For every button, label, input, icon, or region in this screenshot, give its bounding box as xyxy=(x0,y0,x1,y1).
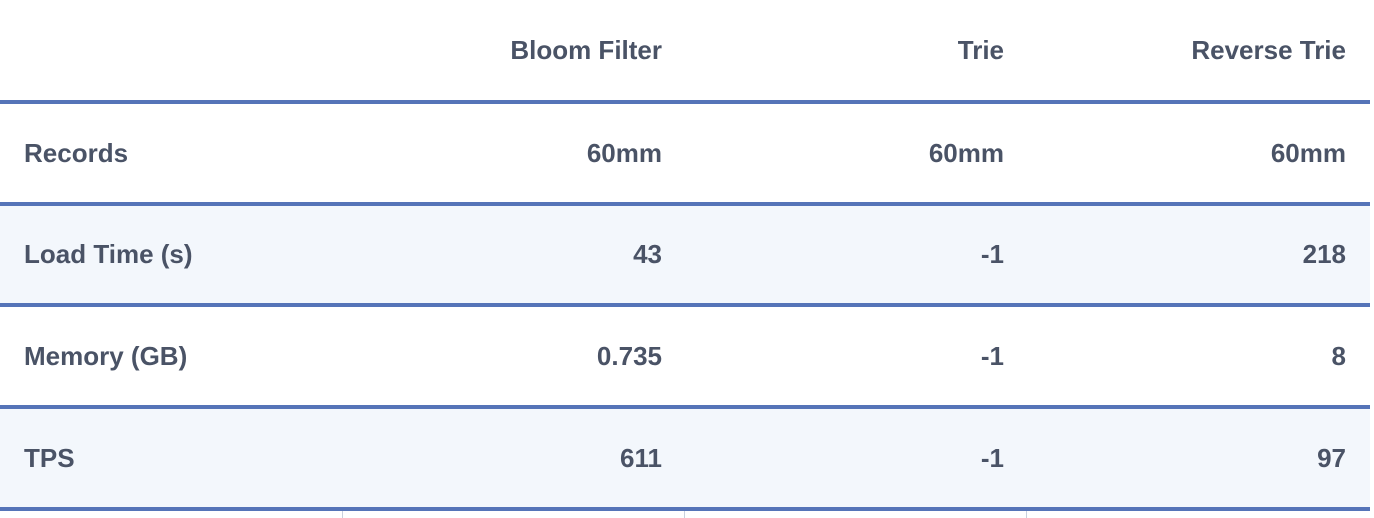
column-divider xyxy=(684,511,685,518)
table-row: Records 60mm 60mm 60mm xyxy=(0,104,1370,202)
row-divider xyxy=(0,303,1370,307)
column-divider xyxy=(342,511,343,518)
table-cell: 60mm xyxy=(1270,137,1346,168)
table-cell: -1 xyxy=(980,239,1004,269)
table-cell: 0.735 xyxy=(596,340,662,371)
table-cell: 43 xyxy=(633,239,662,269)
table-cell: 97 xyxy=(1317,442,1346,473)
table-cell: 60mm xyxy=(586,137,662,168)
table-cell: -1 xyxy=(980,442,1004,473)
row-divider xyxy=(0,100,1370,104)
table-cell: 8 xyxy=(1331,340,1346,371)
table-header-row: Bloom Filter Trie Reverse Trie xyxy=(0,0,1370,100)
row-label-memory: Memory (GB) xyxy=(24,340,188,371)
table-cell: -1 xyxy=(980,340,1004,371)
row-divider xyxy=(0,202,1370,206)
row-label-records: Records xyxy=(24,137,129,168)
table-row: Load Time (s) 43 -1 218 xyxy=(0,206,1370,303)
table-cell: 611 xyxy=(620,442,662,473)
row-divider xyxy=(0,405,1370,409)
table-cell: 60mm xyxy=(928,137,1004,168)
table-row: Memory (GB) 0.735 -1 8 xyxy=(0,307,1370,405)
row-label-tps: TPS xyxy=(24,442,75,473)
row-divider xyxy=(0,507,1370,511)
table-cell: 218 xyxy=(1302,239,1346,269)
row-label-load-time: Load Time (s) xyxy=(24,239,193,269)
column-header-reverse-trie: Reverse Trie xyxy=(1191,34,1346,65)
column-header-bloom-filter: Bloom Filter xyxy=(510,34,662,65)
column-divider xyxy=(1026,511,1027,518)
column-header-trie: Trie xyxy=(957,34,1004,65)
header-corner-cell xyxy=(24,0,324,100)
table-row: TPS 611 -1 97 xyxy=(0,409,1370,507)
